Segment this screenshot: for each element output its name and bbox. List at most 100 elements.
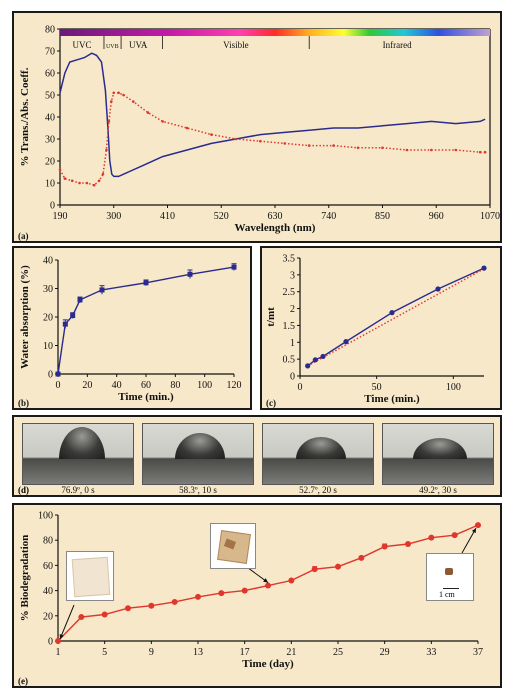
x-tick-label-3: 13 (193, 647, 203, 658)
data-point-1-0 (58, 168, 62, 172)
data-point-0-0 (55, 638, 61, 644)
y-axis-label: % Biodegradation (19, 535, 31, 621)
data-point-1-1 (63, 177, 67, 180)
sample-photo-day19 (210, 523, 256, 569)
kinetics-chart: 0 50 100 0 0.5 1 1.5 2 2.5 3 3.5 Time (min.) t/mt (c) (265, 254, 487, 408)
spectrum-label-3: Visible (223, 40, 248, 50)
drop-caption-2: 58.3º, 10 s (179, 485, 217, 495)
x-axis-label: Wavelength (nm) (235, 222, 316, 234)
data-point-0-7 (231, 264, 237, 270)
x-tick-label-4: 630 (268, 211, 283, 222)
data-point-0-15 (405, 540, 411, 547)
photo-arrowhead-1 (263, 578, 268, 583)
data-point-0-3 (125, 605, 131, 612)
data-point-0-4 (389, 310, 395, 316)
series-line-1 (59, 92, 486, 187)
data-point-0-18 (475, 522, 481, 529)
panel-e-tag: (e) (18, 676, 28, 686)
y-tick-label-5: 100 (38, 511, 53, 522)
spectrum-label-4: Infrared (383, 40, 412, 50)
drop-image-2 (142, 423, 254, 485)
data-point-0-4 (99, 287, 105, 293)
data-point-1-13 (122, 93, 125, 97)
drop-caption-3: 52.7º, 20 s (299, 485, 337, 495)
x-tick-label-0: 190 (53, 211, 68, 222)
panel-a: 190 300 410 520 630 740 850 960 1070 0 10 20 30 40 50 6… (12, 11, 502, 243)
data-point-1-11 (112, 91, 116, 95)
data-point-1-30 (483, 150, 487, 154)
x-axis-label: Time (min.) (364, 393, 420, 405)
data-point-0-16 (428, 534, 435, 541)
y-tick-label-4: 40 (45, 113, 55, 124)
data-point-0-9 (265, 582, 271, 589)
y-axis-label: Water absorption (%) (19, 265, 31, 369)
y-tick-label-3: 1.5 (283, 321, 296, 332)
panel-d: 76.9º, 0 s 58.3º, 10 s 52.7º, 20 s 49.2º… (12, 415, 502, 497)
data-point-0-14 (381, 543, 388, 550)
y-tick-label-2: 1 (290, 338, 295, 349)
data-point-0-7 (218, 590, 225, 597)
data-point-1-20 (259, 139, 262, 143)
series-line-0 (59, 52, 486, 178)
x-tick-label-3: 60 (141, 380, 151, 391)
x-tick-label-2: 9 (149, 647, 154, 658)
biodegradation-chart: 1 5 9 13 17 21 25 29 33 37 0 20 40 60 80 100 Time (day)%… (18, 511, 483, 687)
data-point-0-1 (62, 321, 68, 327)
uv-vis-chart: 190 300 410 520 630 740 850 960 1070 0 10 20 30 40 50 6… (18, 25, 500, 242)
x-tick-label-5: 740 (321, 211, 336, 222)
data-point-1-16 (161, 120, 164, 123)
y-tick-label-7: 3.5 (283, 254, 296, 265)
y-tick-label-4: 40 (43, 256, 53, 267)
data-point-0-2 (70, 313, 76, 319)
data-point-1-8 (105, 148, 108, 152)
x-tick-label-8: 33 (426, 647, 436, 658)
x-tick-label-1: 50 (372, 382, 382, 393)
data-point-0-0 (55, 371, 61, 377)
x-tick-label-1: 20 (82, 380, 92, 391)
y-tick-label-6: 60 (45, 69, 55, 80)
data-point-1-18 (210, 133, 213, 136)
drop-caption-1: 76.9º, 0 s (61, 485, 95, 495)
x-tick-label-2: 100 (446, 382, 461, 393)
data-point-0-6 (195, 593, 201, 600)
sample-photo-day1 (66, 551, 114, 601)
data-point-0-5 (143, 280, 149, 286)
y-tick-label-7: 70 (45, 47, 55, 58)
data-point-1-12 (117, 91, 120, 95)
x-tick-label-2: 410 (160, 211, 175, 222)
data-point-0-11 (311, 566, 318, 573)
data-point-1-27 (430, 148, 433, 152)
data-point-0-4 (148, 602, 155, 609)
x-tick-label-7: 960 (429, 211, 444, 222)
data-point-0-2 (320, 353, 326, 360)
data-point-1-9 (107, 120, 111, 123)
panel-b-tag: (b) (18, 398, 29, 408)
y-tick-label-6: 3 (290, 270, 295, 281)
y-tick-label-3: 60 (43, 561, 53, 572)
data-point-0-5 (435, 286, 441, 292)
data-point-1-7 (101, 172, 105, 176)
x-tick-label-6: 25 (333, 647, 343, 658)
data-point-1-21 (283, 142, 287, 145)
x-tick-label-4: 80 (170, 380, 180, 391)
data-point-1-26 (405, 148, 409, 152)
y-tick-label-3: 30 (43, 284, 53, 295)
x-tick-label-8: 1070 (480, 211, 500, 222)
drop-image-3 (262, 423, 374, 485)
data-point-1-14 (131, 100, 135, 103)
sample-photo-day37: 1 cm (426, 553, 474, 601)
y-tick-label-1: 0.5 (283, 355, 296, 366)
data-point-1-29 (478, 150, 482, 154)
y-tick-label-3: 30 (45, 135, 55, 146)
y-axis-label: % Trans./Abs. Coeff. (19, 67, 31, 166)
y-tick-label-2: 20 (43, 313, 53, 324)
drop-image-4 (382, 423, 494, 485)
scale-bar-label: 1 cm (439, 590, 455, 599)
panel-c-tag: (c) (266, 398, 276, 408)
x-tick-label-9: 37 (473, 647, 483, 658)
x-tick-label-4: 17 (240, 647, 250, 658)
data-point-0-2 (101, 611, 108, 618)
data-point-0-13 (358, 554, 365, 561)
y-tick-label-0: 0 (48, 637, 53, 648)
panel-b: 0 20 40 60 80 100 120 0 10 20 30 40 Time (min.) Water… (12, 246, 252, 410)
